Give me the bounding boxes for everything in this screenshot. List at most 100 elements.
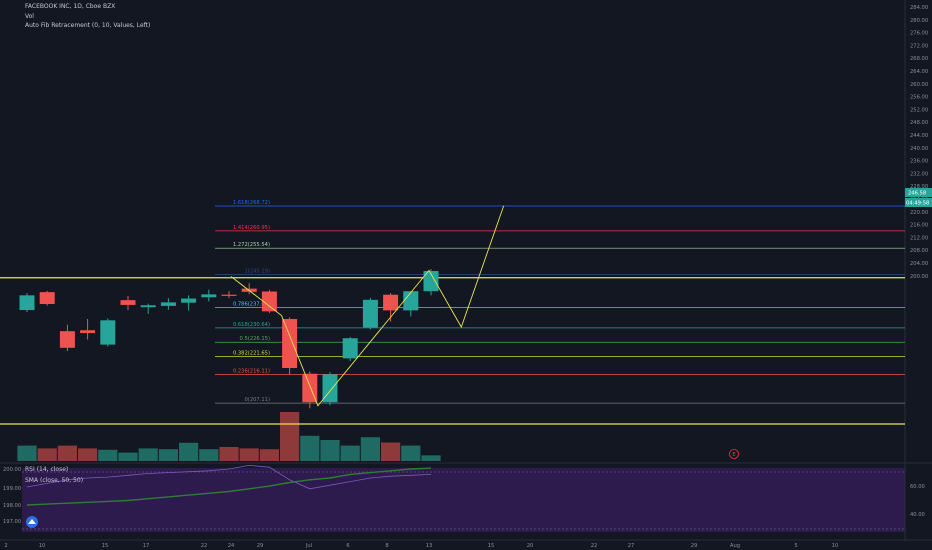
sma-line <box>26 467 432 506</box>
time-axis-label: 22 <box>201 543 208 549</box>
rsi-axis-label-left: 199.00 <box>3 486 21 492</box>
symbol-title[interactable]: FACEBOOK INC, 1D, Cboe BZX <box>25 3 116 10</box>
volume-bar <box>239 448 259 461</box>
price-axis-label: 232.00 <box>910 171 928 177</box>
volume-bar <box>280 412 300 461</box>
candle-body[interactable] <box>221 294 237 296</box>
volume-bar <box>300 435 320 461</box>
volume-bar <box>340 445 360 461</box>
price-axis-label: 208.00 <box>910 248 928 254</box>
fib-level-label: 0(207.11) <box>245 397 271 403</box>
price-axis-label: 272.00 <box>910 43 928 49</box>
fib-level-label: 1(245.19) <box>245 268 271 274</box>
fib-level-label: 0.618(230.64) <box>233 322 270 328</box>
fib-indicator-label[interactable]: Auto Fib Retracement (0, 10, Values, Lef… <box>25 22 151 29</box>
time-axis-label: 20 <box>527 543 534 549</box>
price-axis-label: 204.00 <box>910 261 928 267</box>
volume-bar <box>98 449 118 461</box>
price-axis-label: 212.00 <box>910 235 928 241</box>
candle-body[interactable] <box>100 320 116 345</box>
time-axis-label: 22 <box>591 543 598 549</box>
last-price-tag[interactable] <box>905 188 932 197</box>
time-axis-label: 8 <box>385 543 388 549</box>
price-axis-label: 264.00 <box>910 69 928 75</box>
price-axis-label: 240.00 <box>910 146 928 152</box>
rsi-axis-label-left: 200.00 <box>3 467 21 473</box>
volume-indicator-label[interactable]: Vol <box>25 13 34 20</box>
time-axis-label: 29 <box>691 543 698 549</box>
candle-body[interactable] <box>342 338 358 359</box>
candle-body[interactable] <box>140 305 156 308</box>
main-pane <box>0 0 905 461</box>
price-axis-label: 236.00 <box>910 159 928 165</box>
volume-bar <box>158 449 178 461</box>
candle-body[interactable] <box>19 295 35 311</box>
price-axis-label: 200.00 <box>910 274 928 280</box>
countdown-value: 04:49:58 <box>906 201 929 207</box>
rsi-axis-label-left: 197.00 <box>3 519 21 525</box>
candle-body[interactable] <box>39 292 55 304</box>
time-axis-label: 15 <box>102 543 109 549</box>
price-axis-label: 248.00 <box>910 120 928 126</box>
time-axis-label: 10 <box>832 543 839 549</box>
volume-bar <box>37 448 57 461</box>
price-axis-label: 256.00 <box>910 95 928 101</box>
candle-body[interactable] <box>403 291 419 311</box>
rsi-axis-label: 60.00 <box>910 484 925 490</box>
volume-bar <box>138 448 158 461</box>
time-axis-label: 6 <box>346 543 349 549</box>
time-axis-label: 10 <box>39 543 46 549</box>
price-axis-label: 268.00 <box>910 56 928 62</box>
price-axis-label: 220.00 <box>910 210 928 216</box>
earnings-marker-icon[interactable] <box>729 449 739 459</box>
rsi-indicator-label[interactable]: RSI (14, close) <box>25 466 69 473</box>
volume-bar <box>118 452 138 461</box>
time-axis-scroll-icon: 2 <box>4 543 7 549</box>
time-axis-label: 17 <box>143 543 150 549</box>
time-axis-label: 29 <box>257 543 264 549</box>
sma-indicator-label[interactable]: SMA (close, 50, 50) <box>25 477 84 484</box>
volume-bar <box>259 449 279 461</box>
volume-bar <box>360 437 380 461</box>
price-axis-label: 216.00 <box>910 223 928 229</box>
price-axis-label: 260.00 <box>910 82 928 88</box>
time-axis-label: 5 <box>794 543 797 549</box>
candle-body[interactable] <box>282 319 298 368</box>
candle-body[interactable] <box>80 330 96 334</box>
volume-bar <box>401 445 421 461</box>
price-axis-label: 276.00 <box>910 31 928 37</box>
candle-body[interactable] <box>120 300 136 305</box>
candle-body[interactable] <box>362 299 378 328</box>
fib-level-label: 1.618(268.72) <box>233 200 270 206</box>
rsi-pane <box>22 468 905 532</box>
price-axis-label: 244.00 <box>910 133 928 139</box>
candle-body[interactable] <box>261 291 277 312</box>
price-axis-label: 252.00 <box>910 107 928 113</box>
time-axis-label: 24 <box>228 543 235 549</box>
fib-level-label: 0.382(221.65) <box>233 351 270 357</box>
rsi-axis-label: 40.00 <box>910 512 925 518</box>
candle-body[interactable] <box>181 298 197 303</box>
last-price-value: 246.58 <box>908 191 926 197</box>
rsi-axis-label-left: 198.00 <box>3 503 21 509</box>
fib-level-label: 0.786(237.04) <box>233 301 270 307</box>
candle-body[interactable] <box>59 331 75 348</box>
candle-body[interactable] <box>201 294 217 298</box>
volume-bar <box>57 445 77 461</box>
volume-bar <box>179 442 199 461</box>
fib-level-label: 1.414(260.95) <box>233 225 270 231</box>
candle-body[interactable] <box>423 271 439 292</box>
time-axis-label: 15 <box>488 543 495 549</box>
price-axis-label: 284.00 <box>910 5 928 11</box>
fib-level-label: 0.5(226.15) <box>240 336 270 342</box>
time-axis-label: 27 <box>628 543 635 549</box>
fib-level-label: 1.272(255.54) <box>233 242 270 248</box>
fib-level-label: 0.236(216.11) <box>233 368 270 374</box>
pattern-zigzag-line[interactable] <box>230 205 505 407</box>
logo-glyph-icon <box>28 519 36 524</box>
volume-bar <box>421 455 441 461</box>
candle-body[interactable] <box>383 294 399 311</box>
candle-body[interactable] <box>160 302 176 306</box>
